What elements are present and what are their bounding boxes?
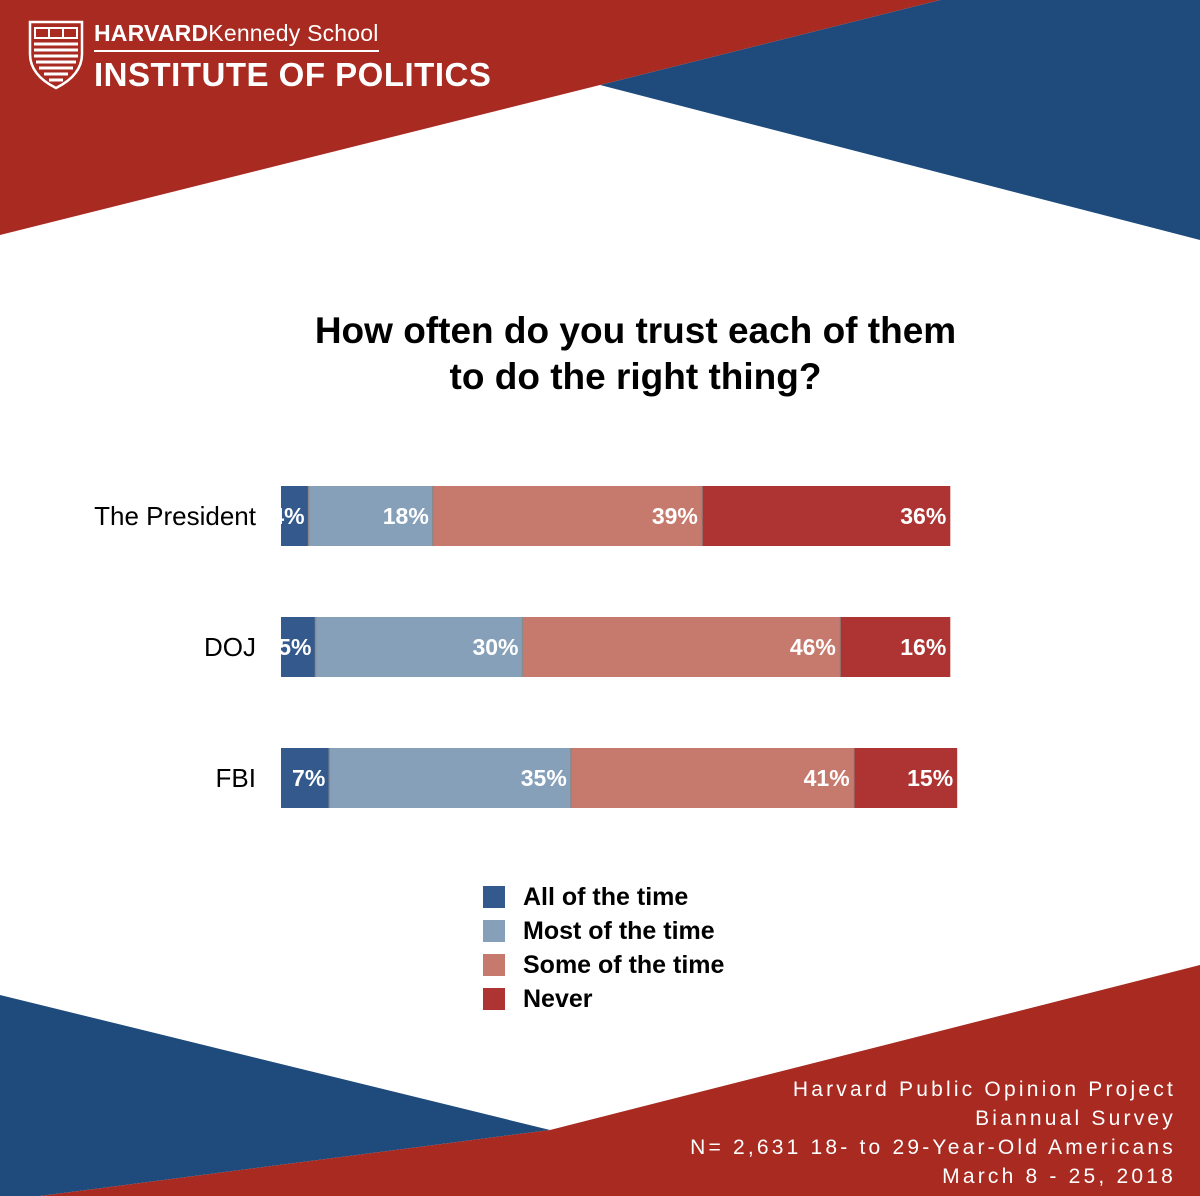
bar-the-president-never bbox=[701, 486, 951, 546]
value-label-doj-some-of-the-time: 46% bbox=[790, 634, 836, 660]
chart-title-line-1: How often do you trust each of them bbox=[314, 310, 957, 351]
bar-the-president-all-of-the-time bbox=[281, 486, 309, 546]
legend-swatch-most-of-the-time bbox=[483, 920, 505, 942]
legend-label: Some of the time bbox=[523, 950, 725, 979]
footer-line-survey: Biannual Survey bbox=[975, 1107, 1176, 1130]
bar-the-president-most-of-the-time bbox=[308, 486, 433, 546]
chart-title-line-2: to do the right thing? bbox=[449, 356, 822, 397]
bar-fbi-never bbox=[853, 748, 958, 808]
value-label-fbi-most-of-the-time: 35% bbox=[521, 765, 567, 791]
legend-item-all-of-the-time: All of the time bbox=[483, 880, 724, 914]
bar-fbi-some-of-the-time bbox=[570, 748, 854, 808]
survey-footer: Harvard Public Opinion Project Biannual … bbox=[690, 1075, 1176, 1191]
legend-item-some-of-the-time: Some of the time bbox=[483, 948, 724, 982]
value-label-the-president-most-of-the-time: 18% bbox=[383, 503, 429, 529]
value-label-the-president-never: 36% bbox=[900, 503, 946, 529]
logo-school-name: HARVARDKennedy School bbox=[94, 20, 379, 52]
logo-institute-name: INSTITUTE OF POLITICS bbox=[94, 56, 492, 93]
footer-line-dates: March 8 - 25, 2018 bbox=[942, 1165, 1176, 1188]
bar-doj-most-of-the-time bbox=[315, 617, 523, 677]
bar-doj-some-of-the-time bbox=[522, 617, 840, 677]
bar-fbi-most-of-the-time bbox=[329, 748, 571, 808]
value-label-doj-all-of-the-time: 5% bbox=[278, 634, 311, 660]
legend-swatch-all-of-the-time bbox=[483, 886, 505, 908]
value-label-the-president-all-of-the-time: 4% bbox=[271, 503, 304, 529]
chart-title: How often do you trust each of them to d… bbox=[0, 308, 1200, 400]
legend-label: All of the time bbox=[523, 882, 689, 911]
footer-line-source: Harvard Public Opinion Project bbox=[792, 1078, 1176, 1101]
legend-label: Never bbox=[523, 984, 593, 1013]
harvard-iop-logo: HARVARDKennedy School INSTITUTE OF POLIT… bbox=[28, 20, 491, 94]
bar-fbi-all-of-the-time bbox=[281, 748, 330, 808]
top-blue-triangle bbox=[600, 0, 1200, 240]
bottom-blue-band bbox=[0, 995, 550, 1196]
legend-swatch-some-of-the-time bbox=[483, 954, 505, 976]
chart-legend: All of the time Most of the time Some of… bbox=[483, 880, 724, 1016]
bar-doj-all-of-the-time bbox=[281, 617, 316, 677]
category-label-the-president: The President bbox=[94, 501, 257, 531]
value-label-the-president-some-of-the-time: 39% bbox=[652, 503, 698, 529]
legend-item-never: Never bbox=[483, 982, 724, 1016]
harvard-shield-icon bbox=[28, 20, 84, 90]
value-label-fbi-all-of-the-time: 7% bbox=[292, 765, 325, 791]
bottom-red-band bbox=[40, 965, 1200, 1196]
bar-the-president-some-of-the-time bbox=[432, 486, 702, 546]
category-label-fbi: FBI bbox=[216, 763, 256, 793]
bar-doj-never bbox=[839, 617, 951, 677]
top-red-band bbox=[0, 0, 940, 235]
footer-line-sample: N= 2,631 18- to 29-Year-Old Americans bbox=[690, 1136, 1176, 1159]
category-label-doj: DOJ bbox=[204, 632, 256, 662]
legend-swatch-never bbox=[483, 988, 505, 1010]
value-label-fbi-some-of-the-time: 41% bbox=[804, 765, 850, 791]
value-label-fbi-never: 15% bbox=[907, 765, 953, 791]
legend-item-most-of-the-time: Most of the time bbox=[483, 914, 724, 948]
legend-label: Most of the time bbox=[523, 916, 715, 945]
value-label-doj-most-of-the-time: 30% bbox=[472, 634, 518, 660]
value-label-doj-never: 16% bbox=[900, 634, 946, 660]
